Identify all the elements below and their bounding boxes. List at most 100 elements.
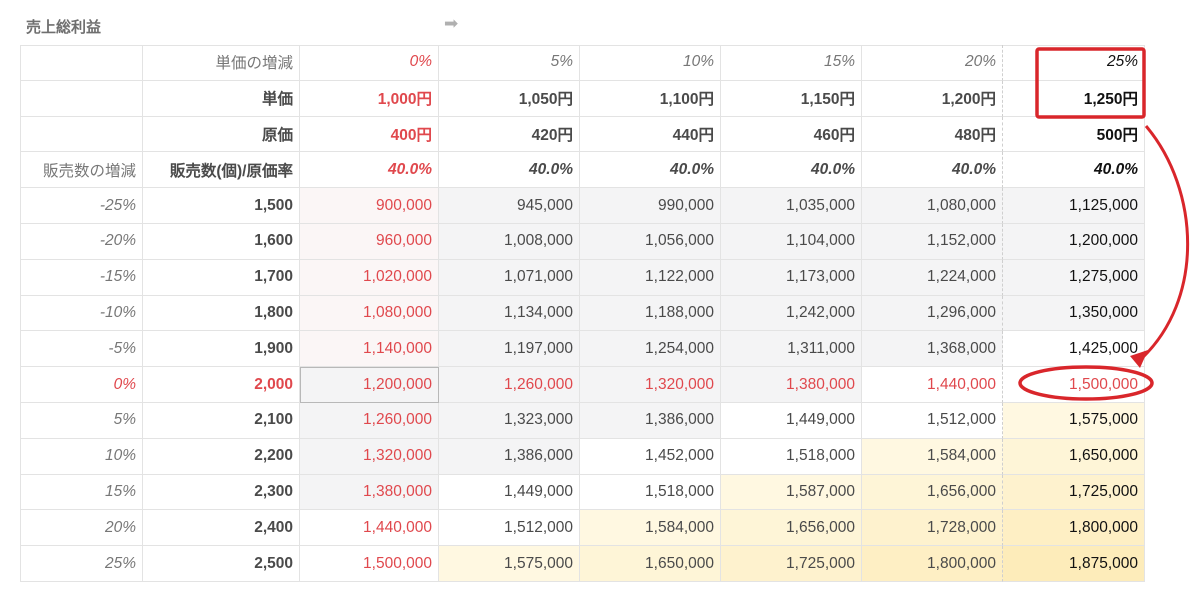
header-value-cell[interactable]: 40.0% (439, 152, 580, 189)
header-value-cell[interactable]: 460円 (721, 116, 862, 153)
header-value-cell[interactable]: 420円 (439, 116, 580, 153)
profit-value-cell[interactable]: 1,152,000 (862, 224, 1003, 260)
profit-value-cell[interactable]: 1,518,000 (580, 474, 721, 511)
sales-change-cell[interactable]: -15% (20, 259, 143, 296)
sales-change-cell[interactable]: 5% (20, 403, 143, 439)
header-value-cell[interactable]: 400円 (300, 116, 439, 153)
sales-qty-cell[interactable]: 1,600 (143, 224, 300, 260)
header-value-cell[interactable]: 440円 (580, 116, 721, 153)
header-value-cell[interactable]: 40.0% (300, 152, 439, 189)
profit-value-cell[interactable]: 1,020,000 (300, 259, 439, 296)
sales-change-cell[interactable]: 20% (20, 510, 143, 547)
profit-value-cell[interactable]: 1,575,000 (439, 546, 580, 582)
header-value-cell[interactable]: 5% (439, 45, 580, 81)
profit-value-cell[interactable]: 1,584,000 (862, 438, 1003, 475)
profit-value-cell[interactable]: 1,200,000 (300, 367, 439, 403)
header-value-cell[interactable]: 40.0% (862, 152, 1003, 189)
sales-change-cell[interactable]: -20% (20, 224, 143, 260)
profit-value-cell[interactable]: 1,125,000 (1003, 188, 1145, 224)
header-value-cell[interactable]: 1,200円 (862, 80, 1003, 117)
header-value-cell[interactable]: 500円 (1003, 116, 1145, 153)
header-value-cell[interactable]: 40.0% (580, 152, 721, 189)
profit-value-cell[interactable]: 900,000 (300, 188, 439, 224)
profit-value-cell[interactable]: 1,512,000 (439, 510, 580, 547)
profit-value-cell[interactable]: 1,380,000 (721, 367, 862, 403)
profit-value-cell[interactable]: 1,320,000 (300, 438, 439, 475)
sales-qty-cell[interactable]: 1,800 (143, 295, 300, 332)
row-header-change[interactable] (20, 80, 143, 117)
header-value-cell[interactable]: 40.0% (1003, 152, 1145, 189)
sales-qty-cell[interactable]: 2,500 (143, 546, 300, 582)
profit-value-cell[interactable]: 1,008,000 (439, 224, 580, 260)
profit-value-cell[interactable]: 1,584,000 (580, 510, 721, 547)
profit-value-cell[interactable]: 1,800,000 (862, 546, 1003, 582)
profit-value-cell[interactable]: 1,122,000 (580, 259, 721, 296)
sales-qty-cell[interactable]: 2,400 (143, 510, 300, 547)
profit-value-cell[interactable]: 1,350,000 (1003, 295, 1145, 332)
profit-value-cell[interactable]: 1,425,000 (1003, 331, 1145, 368)
sales-change-cell[interactable]: -5% (20, 331, 143, 368)
profit-value-cell[interactable]: 1,080,000 (300, 295, 439, 332)
profit-value-cell[interactable]: 1,260,000 (300, 403, 439, 439)
profit-value-cell[interactable]: 1,080,000 (862, 188, 1003, 224)
profit-value-cell[interactable]: 1,800,000 (1003, 510, 1145, 547)
profit-value-cell[interactable]: 1,188,000 (580, 295, 721, 332)
sales-qty-cell[interactable]: 1,700 (143, 259, 300, 296)
row-header-label[interactable]: 単価の増減 (143, 45, 300, 81)
profit-value-cell[interactable]: 1,368,000 (862, 331, 1003, 368)
profit-value-cell[interactable]: 1,071,000 (439, 259, 580, 296)
row-header-change[interactable] (20, 116, 143, 153)
profit-value-cell[interactable]: 1,587,000 (721, 474, 862, 511)
header-value-cell[interactable]: 1,100円 (580, 80, 721, 117)
sales-qty-cell[interactable]: 1,500 (143, 188, 300, 224)
profit-value-cell[interactable]: 1,656,000 (721, 510, 862, 547)
profit-value-cell[interactable]: 1,386,000 (580, 403, 721, 439)
profit-value-cell[interactable]: 1,449,000 (439, 474, 580, 511)
profit-value-cell[interactable]: 1,440,000 (862, 367, 1003, 403)
header-value-cell[interactable]: 40.0% (721, 152, 862, 189)
profit-value-cell[interactable]: 1,728,000 (862, 510, 1003, 547)
profit-value-cell[interactable]: 1,056,000 (580, 224, 721, 260)
profit-value-cell[interactable]: 1,650,000 (1003, 438, 1145, 475)
profit-value-cell[interactable]: 1,173,000 (721, 259, 862, 296)
profit-value-cell[interactable]: 1,440,000 (300, 510, 439, 547)
profit-value-cell[interactable]: 1,452,000 (580, 438, 721, 475)
sales-change-cell[interactable]: 15% (20, 474, 143, 511)
profit-value-cell[interactable]: 1,197,000 (439, 331, 580, 368)
row-header-change[interactable]: 販売数の増減 (20, 152, 143, 189)
header-value-cell[interactable]: 0% (300, 45, 439, 81)
header-value-cell[interactable]: 1,000円 (300, 80, 439, 117)
header-value-cell[interactable]: 25% (1003, 45, 1145, 81)
profit-value-cell[interactable]: 1,518,000 (721, 438, 862, 475)
profit-value-cell[interactable]: 1,380,000 (300, 474, 439, 511)
profit-value-cell[interactable]: 1,311,000 (721, 331, 862, 368)
profit-value-cell[interactable]: 1,260,000 (439, 367, 580, 403)
sales-qty-cell[interactable]: 2,000 (143, 367, 300, 403)
profit-value-cell[interactable]: 1,323,000 (439, 403, 580, 439)
profit-value-cell[interactable]: 1,725,000 (721, 546, 862, 582)
sales-qty-cell[interactable]: 2,300 (143, 474, 300, 511)
profit-value-cell[interactable]: 1,320,000 (580, 367, 721, 403)
profit-value-cell[interactable]: 1,140,000 (300, 331, 439, 368)
row-header-label[interactable]: 原価 (143, 116, 300, 153)
profit-value-cell[interactable]: 945,000 (439, 188, 580, 224)
row-header-change[interactable] (20, 45, 143, 81)
sales-qty-cell[interactable]: 1,900 (143, 331, 300, 368)
profit-value-cell[interactable]: 990,000 (580, 188, 721, 224)
sales-qty-cell[interactable]: 2,200 (143, 438, 300, 475)
profit-value-cell[interactable]: 1,035,000 (721, 188, 862, 224)
header-value-cell[interactable]: 1,150円 (721, 80, 862, 117)
profit-value-cell[interactable]: 1,200,000 (1003, 224, 1145, 260)
sales-change-cell[interactable]: 25% (20, 546, 143, 582)
profit-value-cell[interactable]: 1,386,000 (439, 438, 580, 475)
profit-value-cell[interactable]: 1,104,000 (721, 224, 862, 260)
header-value-cell[interactable]: 15% (721, 45, 862, 81)
profit-value-cell[interactable]: 1,875,000 (1003, 546, 1145, 582)
row-header-label[interactable]: 単価 (143, 80, 300, 117)
sales-change-cell[interactable]: -10% (20, 295, 143, 332)
profit-value-cell[interactable]: 1,656,000 (862, 474, 1003, 511)
sales-qty-cell[interactable]: 2,100 (143, 403, 300, 439)
header-value-cell[interactable]: 20% (862, 45, 1003, 81)
profit-value-cell[interactable]: 1,296,000 (862, 295, 1003, 332)
header-value-cell[interactable]: 480円 (862, 116, 1003, 153)
